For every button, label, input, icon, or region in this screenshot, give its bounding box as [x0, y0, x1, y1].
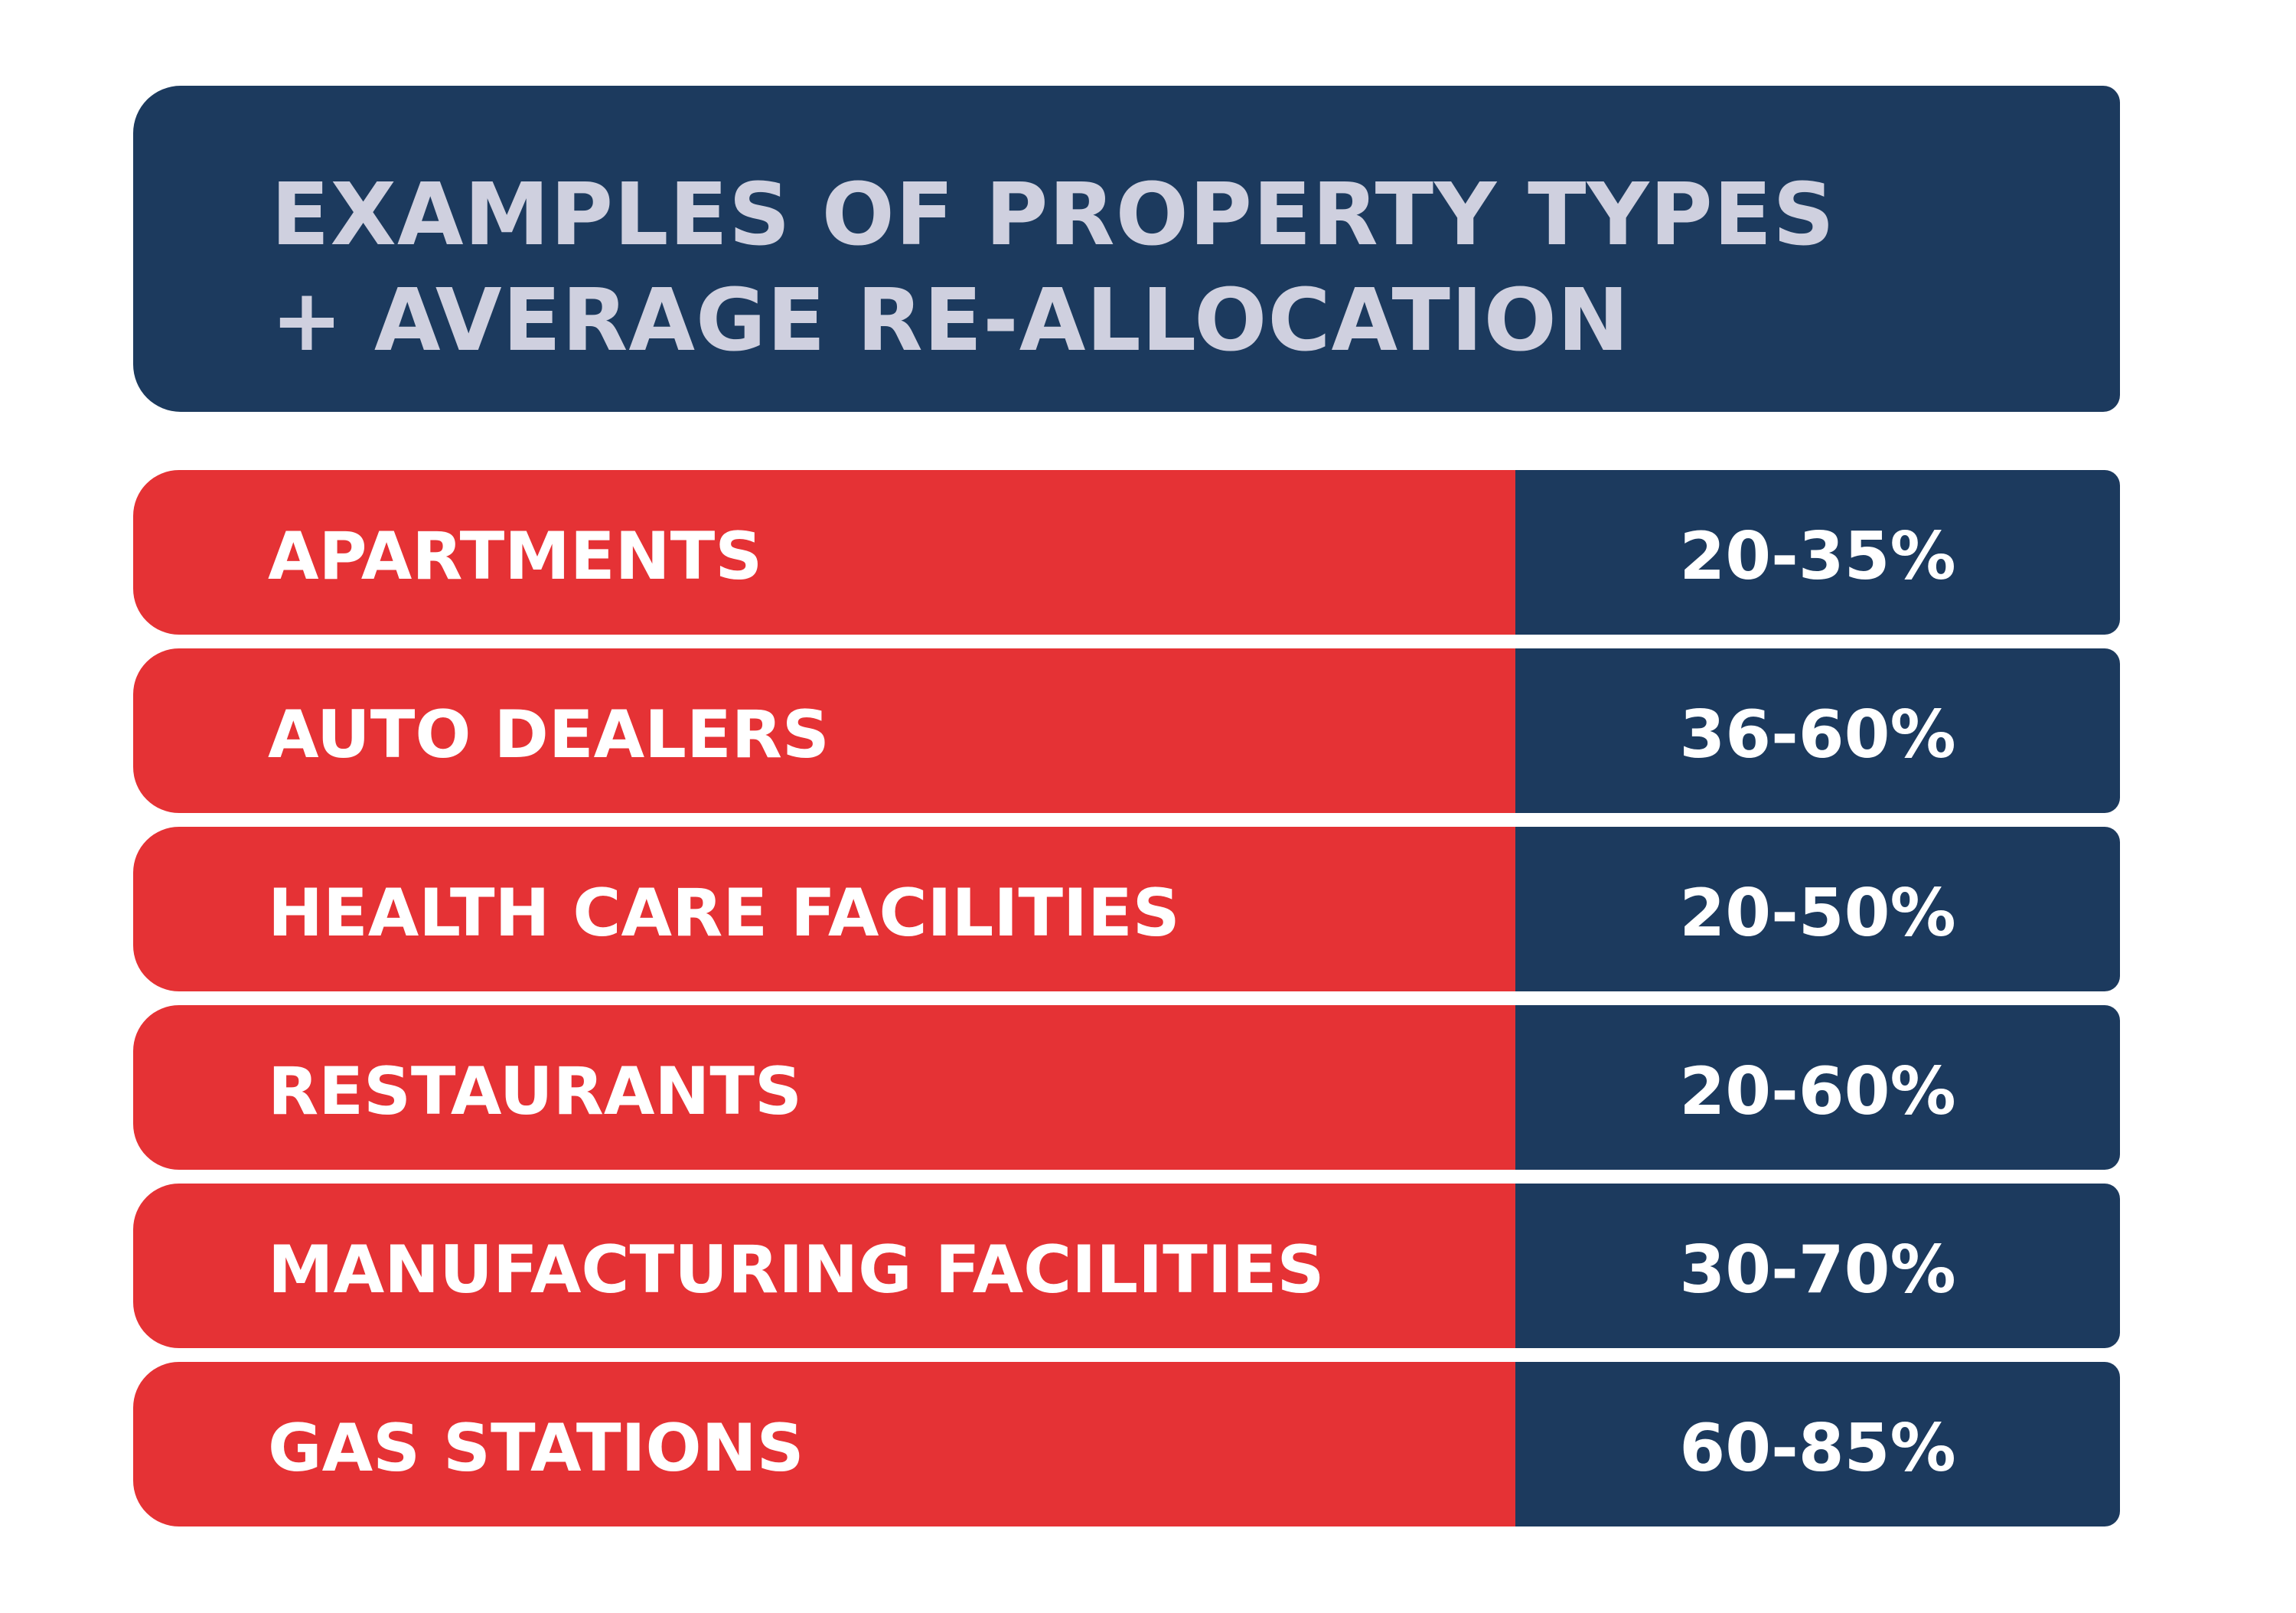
table-row: APARTMENTS 20-35% — [133, 470, 2120, 635]
property-type-label: MANUFACTURING FACILITIES — [133, 1184, 1515, 1348]
property-type-label: HEALTH CARE FACILITIES — [133, 827, 1515, 991]
table-row: RESTAURANTS 20-60% — [133, 1005, 2120, 1170]
reallocation-value: 60-85% — [1515, 1362, 2120, 1526]
table-row: GAS STATIONS 60-85% — [133, 1362, 2120, 1526]
reallocation-value: 20-35% — [1515, 470, 2120, 635]
reallocation-value: 20-50% — [1515, 827, 2120, 991]
header-title-line-1: EXAMPLES OF PROPERTY TYPES — [271, 165, 1835, 265]
property-type-label: RESTAURANTS — [133, 1005, 1515, 1170]
table-row: AUTO DEALERS 36-60% — [133, 648, 2120, 813]
reallocation-value: 36-60% — [1515, 648, 2120, 813]
header-title-line-2: + AVERAGE RE-ALLOCATION — [271, 271, 1630, 371]
property-type-label: APARTMENTS — [133, 470, 1515, 635]
table-row: HEALTH CARE FACILITIES 20-50% — [133, 827, 2120, 991]
header-banner: EXAMPLES OF PROPERTY TYPES + AVERAGE RE-… — [133, 86, 2120, 412]
property-types-table: APARTMENTS 20-35% AUTO DEALERS 36-60% HE… — [133, 470, 2120, 1526]
reallocation-value: 30-70% — [1515, 1184, 2120, 1348]
table-row: MANUFACTURING FACILITIES 30-70% — [133, 1184, 2120, 1348]
property-type-label: GAS STATIONS — [133, 1362, 1515, 1526]
reallocation-value: 20-60% — [1515, 1005, 2120, 1170]
property-type-label: AUTO DEALERS — [133, 648, 1515, 813]
